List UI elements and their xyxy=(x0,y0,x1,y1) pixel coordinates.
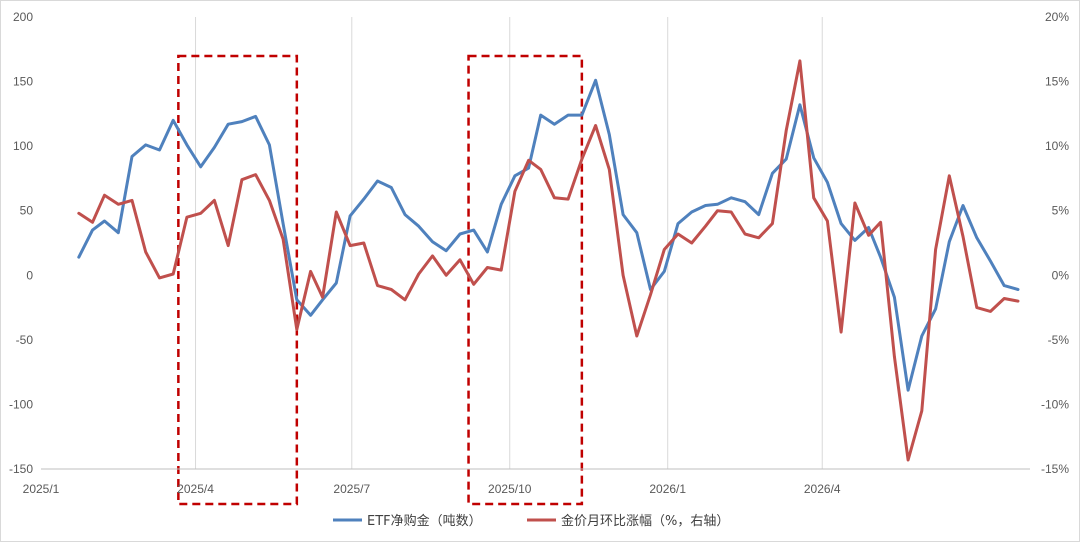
x-tick-label: 2025/1 xyxy=(23,482,60,496)
left-y-tick-label: -50 xyxy=(16,333,34,347)
right-y-tick-label: 5% xyxy=(1052,204,1070,218)
gridlines xyxy=(195,17,823,469)
right-y-tick-label: -15% xyxy=(1041,462,1069,476)
legend-label-etf: ETF净购金（吨数） xyxy=(367,513,482,529)
left-y-tick-label: 150 xyxy=(13,75,33,89)
highlight-box xyxy=(467,54,584,506)
right-y-tick-label: 0% xyxy=(1052,268,1070,282)
right-y-tick-label: 15% xyxy=(1045,75,1069,89)
series-line-gold-price xyxy=(77,59,1020,462)
left-y-tick-label: -150 xyxy=(9,462,33,476)
left-y-tick-label: 100 xyxy=(13,139,33,153)
right-y-tick-label: -10% xyxy=(1041,397,1069,411)
right-y-tick-label: -5% xyxy=(1048,333,1070,347)
left-y-tick-label: 200 xyxy=(13,10,33,24)
right-y-tick-label: 20% xyxy=(1045,10,1069,24)
x-tick-label: 2026/1 xyxy=(649,482,686,496)
series-lines xyxy=(77,59,1020,462)
x-tick-label: 2025/7 xyxy=(333,482,370,496)
series-line-etf xyxy=(77,78,1020,392)
left-y-tick-label: 50 xyxy=(20,204,34,218)
highlight-boxes xyxy=(177,54,584,506)
x-tick-label: 2026/4 xyxy=(804,482,841,496)
left-y-tick-label: -100 xyxy=(9,397,33,411)
left-y-tick-label: 0 xyxy=(26,268,33,282)
legend: ETF净购金（吨数） 金价月环比涨幅（%，右轴） xyxy=(333,513,729,529)
right-y-axis: -15% -10% -5% 0% 5% 10% 15% 20% xyxy=(1041,10,1069,476)
left-y-axis: -150 -100 -50 0 50 100 150 200 xyxy=(9,10,33,476)
x-axis: 2025/1 2025/4 2025/7 2025/10 2026/1 2026/4 xyxy=(23,468,1030,496)
right-y-tick-label: 10% xyxy=(1045,139,1069,153)
x-tick-label: 2025/10 xyxy=(488,482,532,496)
x-tick-label: 2025/4 xyxy=(177,482,214,496)
highlight-box xyxy=(177,54,299,506)
legend-label-gold-price: 金价月环比涨幅（%，右轴） xyxy=(561,513,729,529)
